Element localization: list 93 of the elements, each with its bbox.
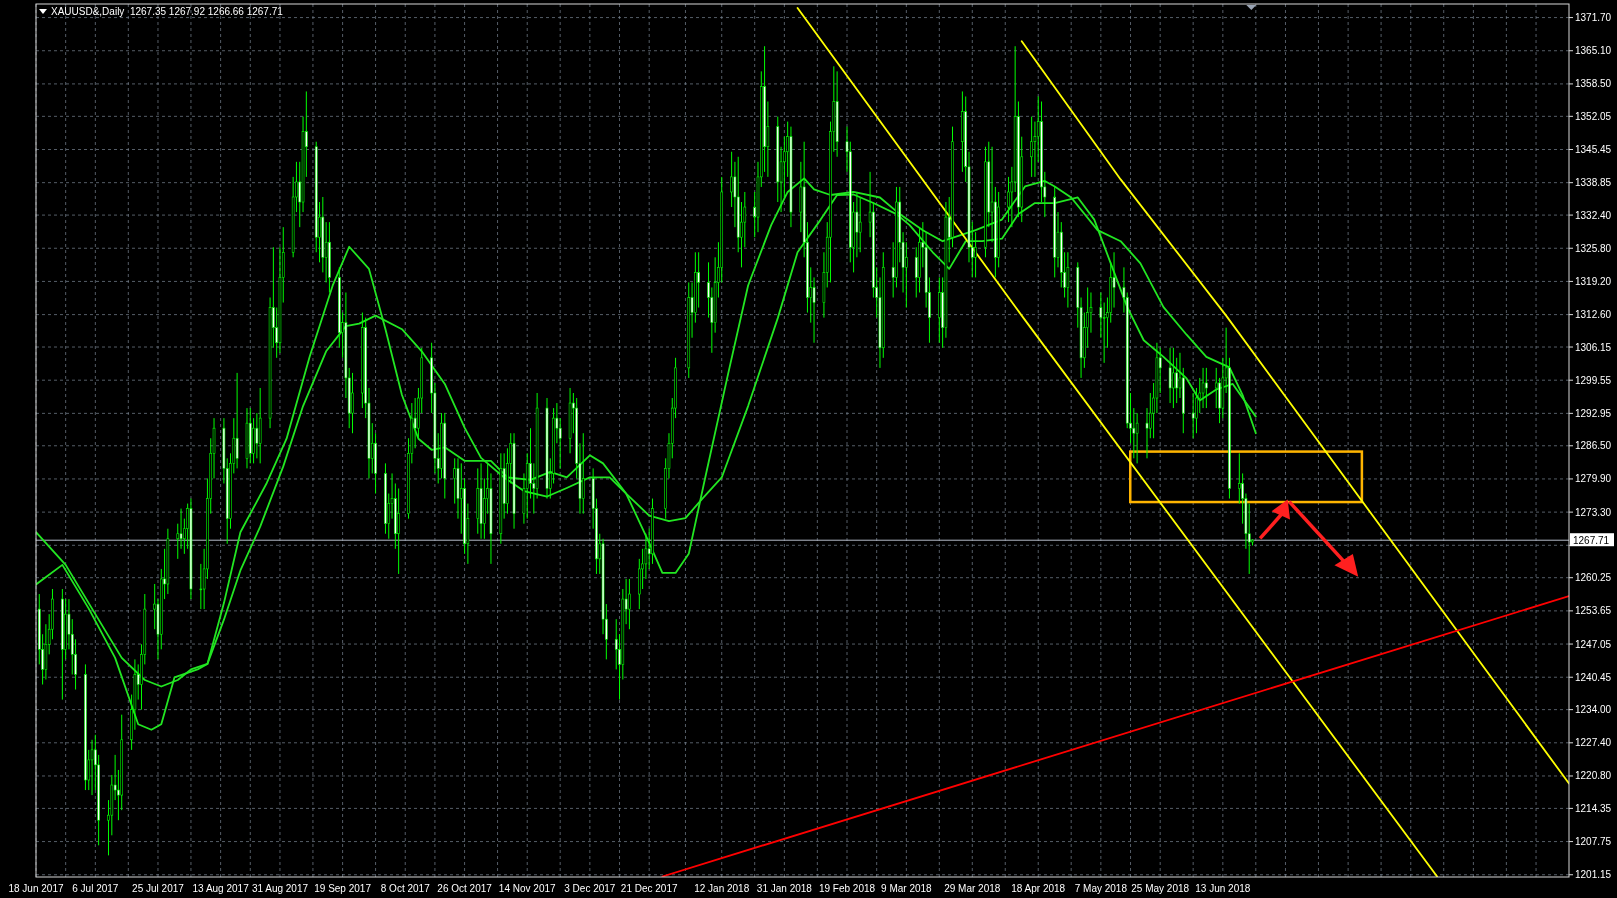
- candlestick: [1053, 186, 1056, 278]
- candlestick: [166, 528, 170, 595]
- y-tick-label: 1299.55: [1575, 374, 1612, 386]
- y-tick-label: 1306.15: [1575, 341, 1612, 353]
- x-tick-label: 13 Aug 2017: [192, 883, 250, 894]
- candlestick: [397, 488, 400, 575]
- y-tick-label: 1345.45: [1575, 144, 1612, 155]
- y-tick-label: 1260.25: [1575, 572, 1612, 584]
- x-tick-label: 29 Mar 2018: [944, 883, 1001, 894]
- chart-title: XAUUSD&,Daily 1267.35 1267.92 1266.66 1267.71: [51, 6, 284, 17]
- y-tick-label: 1247.05: [1575, 638, 1612, 650]
- x-tick-label: 31 Jan 2018: [756, 883, 813, 894]
- y-tick-label: 1273.30: [1575, 506, 1612, 518]
- y-tick-label: 1220.80: [1575, 770, 1612, 782]
- x-tick-label: 18 Apr 2018: [1011, 883, 1066, 894]
- candlestick: [328, 221, 331, 293]
- y-tick-label: 1240.45: [1575, 671, 1612, 683]
- candlestick: [249, 407, 252, 464]
- x-tick-label: 19 Feb 2018: [818, 883, 876, 894]
- candlestick: [443, 412, 447, 500]
- y-tick-label: 1201.15: [1575, 869, 1612, 881]
- candlestick: [858, 196, 862, 253]
- y-tick-label: 1234.00: [1575, 704, 1612, 716]
- y-tick-label: 1292.95: [1575, 407, 1612, 419]
- x-tick-label: 6 Jul 2017: [72, 883, 119, 894]
- y-tick-label: 1286.50: [1575, 440, 1612, 452]
- y-tick-label: 1279.90: [1575, 473, 1612, 485]
- candlestick: [258, 387, 262, 464]
- candlestick: [1135, 412, 1139, 464]
- x-tick-label: 18 Jun 2017: [8, 883, 64, 894]
- candlestick: [512, 432, 516, 530]
- candlestick: [1066, 251, 1070, 309]
- candlestick: [245, 407, 249, 469]
- y-tick-label: 1352.05: [1575, 110, 1612, 122]
- candlestick: [1172, 347, 1175, 409]
- y-tick-label: 1227.40: [1575, 737, 1612, 749]
- candlestick: [90, 739, 94, 796]
- candlestick: [476, 467, 480, 535]
- candlestick: [545, 397, 549, 500]
- x-tick-label: 12 Jan 2018: [694, 883, 750, 894]
- y-tick-label: 1332.40: [1575, 209, 1612, 221]
- ref-line-label: 1267.71: [1573, 534, 1610, 546]
- y-tick-label: 1319.20: [1575, 275, 1612, 287]
- candlestick: [1191, 392, 1195, 439]
- y-tick-label: 1371.70: [1575, 12, 1612, 24]
- x-tick-label: 14 Nov 2017: [498, 883, 557, 894]
- candlestick: [984, 146, 987, 258]
- candlestick: [581, 432, 585, 515]
- candlestick: [835, 70, 839, 158]
- x-tick-label: 26 Oct 2017: [437, 883, 493, 894]
- candlestick: [789, 126, 793, 228]
- candlestick: [1112, 251, 1116, 309]
- x-tick-label: 3 Dec 2017: [564, 883, 616, 894]
- y-tick-label: 1253.65: [1575, 605, 1612, 617]
- candlestick: [440, 412, 443, 479]
- y-tick-label: 1358.50: [1575, 78, 1612, 90]
- candlestick: [938, 276, 941, 344]
- candlestick: [499, 452, 503, 545]
- y-tick-label: 1214.35: [1575, 802, 1612, 814]
- y-tick-label: 1207.75: [1575, 836, 1612, 848]
- candlestick: [1205, 367, 1208, 409]
- candlestick: [1030, 116, 1033, 178]
- candlestick: [453, 457, 456, 505]
- x-tick-label: 25 May 2018: [1131, 883, 1190, 894]
- x-tick-label: 19 Sep 2017: [314, 883, 372, 894]
- y-tick-label: 1338.85: [1575, 177, 1612, 189]
- candlestick: [1238, 452, 1241, 505]
- candlestick: [1099, 291, 1103, 339]
- candlestick: [651, 498, 654, 565]
- x-tick-label: 31 Aug 2017: [251, 883, 309, 894]
- line-series: [1020, 40, 1569, 785]
- candlestick: [235, 372, 239, 469]
- x-tick-label: 8 Oct 2017: [380, 883, 431, 894]
- x-tick-label: 7 May 2018: [1074, 883, 1128, 894]
- y-tick-label: 1365.10: [1575, 45, 1612, 57]
- candlestick: [687, 281, 691, 379]
- candlestick: [1201, 367, 1205, 409]
- x-tick-label: 25 Jul 2017: [132, 883, 185, 894]
- candlestick: [84, 663, 87, 791]
- candlestick: [384, 462, 387, 535]
- y-tick-label: 1325.80: [1575, 242, 1612, 254]
- candlestick: [61, 588, 64, 701]
- candlestick: [697, 251, 700, 309]
- candlestick: [351, 372, 354, 434]
- candlestick: [479, 462, 483, 540]
- candlestick: [1168, 347, 1172, 404]
- y-tick-label: 1312.60: [1575, 309, 1612, 321]
- candlestick: [189, 498, 193, 600]
- candlestick: [568, 387, 572, 454]
- x-tick-label: 9 Mar 2018: [881, 883, 933, 894]
- candlestick: [628, 578, 631, 630]
- x-tick-label: 13 Jun 2018: [1195, 883, 1251, 894]
- x-tick-label: 21 Dec 2017: [620, 883, 678, 894]
